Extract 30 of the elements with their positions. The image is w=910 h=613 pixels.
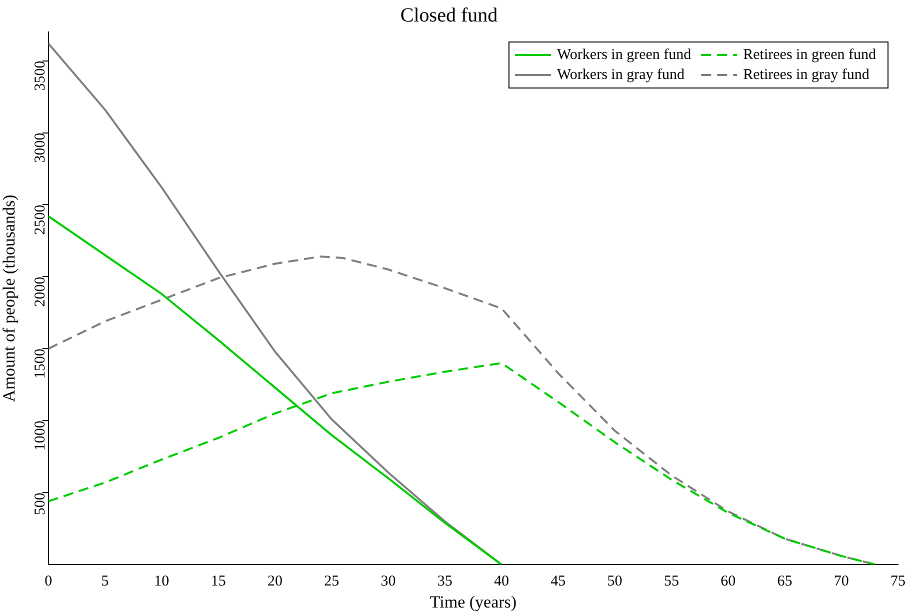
x-tick-label: 40 xyxy=(494,574,510,590)
chart-title: Closed fund xyxy=(400,4,498,26)
x-tick-label: 50 xyxy=(607,574,622,590)
y-axis-title: Amount of people (thousands) xyxy=(0,194,19,402)
legend-label: Workers in green fund xyxy=(556,46,692,63)
y-tick-label: 2500 xyxy=(32,204,48,235)
x-tick-label: 75 xyxy=(890,574,906,590)
x-tick-label: 0 xyxy=(44,574,52,590)
legend-label: Retirees in green fund xyxy=(743,46,876,63)
y-tick-label: 1500 xyxy=(32,348,48,379)
y-tick-label: 3000 xyxy=(32,132,48,163)
x-axis-title: Time (years) xyxy=(430,592,517,612)
x-tick-label: 65 xyxy=(777,574,792,590)
x-tick-label: 15 xyxy=(210,574,226,590)
legend-label: Workers in gray fund xyxy=(556,66,685,83)
x-tick-label: 35 xyxy=(437,574,452,590)
y-tick-label: 2000 xyxy=(32,276,48,307)
x-tick-label: 10 xyxy=(154,574,170,590)
x-tick-label: 55 xyxy=(664,574,679,590)
x-tick-label: 70 xyxy=(834,574,849,590)
x-tick-label: 5 xyxy=(101,574,109,590)
y-tick-label: 500 xyxy=(32,492,48,516)
x-tick-label: 60 xyxy=(720,574,736,590)
legend-label: Retirees in gray fund xyxy=(743,66,870,83)
x-tick-label: 20 xyxy=(267,574,282,590)
x-tick-label: 45 xyxy=(550,574,566,590)
y-tick-label: 3500 xyxy=(32,60,48,91)
x-tick-label: 30 xyxy=(380,574,396,590)
y-tick-label: 1000 xyxy=(32,420,48,451)
x-tick-label: 25 xyxy=(324,574,340,590)
